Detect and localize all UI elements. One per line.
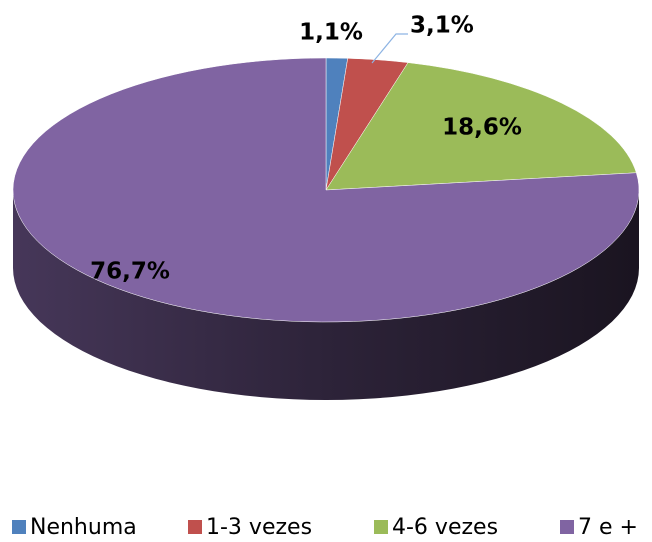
slice-side [13,190,639,400]
value-label: 76,7% [90,259,170,285]
value-label: 3,1% [410,13,474,39]
value-label: 1,1% [299,20,363,46]
leader-line [371,33,408,64]
legend-swatch [12,520,26,534]
legend-label: 1-3 vezes [206,515,312,540]
slice [325,62,637,191]
legend-swatch [374,520,388,534]
value-label: 18,6% [442,115,522,141]
legend-swatch [188,520,202,534]
legend-label: 7 e + [578,515,638,540]
legend-swatch [560,520,574,534]
legend-label: 4-6 vezes [392,515,498,540]
slice [12,57,640,323]
legend-label: Nenhuma [30,515,137,540]
